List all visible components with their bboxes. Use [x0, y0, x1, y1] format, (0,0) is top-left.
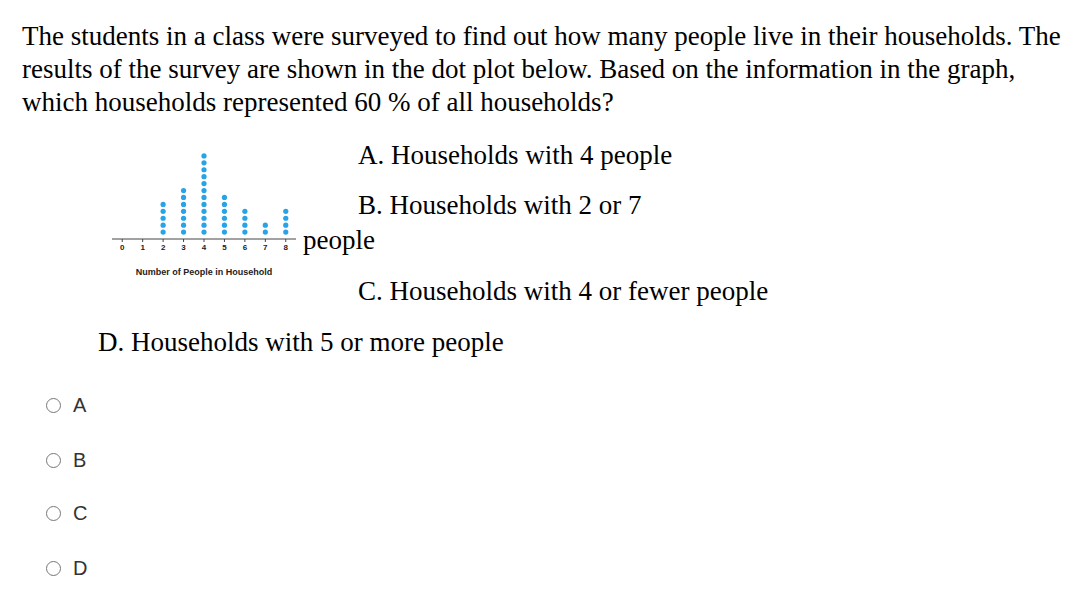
html-text:B: B [73, 448, 87, 471]
svg-text:6: 6 [243, 243, 248, 252]
html-text:The students in a class were s: The students in a class were surveyed to… [22, 21, 1061, 117]
svg-text:0: 0 [120, 243, 125, 252]
svg-text:1: 1 [140, 243, 145, 252]
html-text:C: C [73, 501, 88, 524]
svg-text:2: 2 [161, 243, 166, 252]
html-text:D: D [73, 556, 88, 579]
html-text:A: A [73, 393, 87, 416]
svg-text:5: 5 [222, 243, 227, 252]
svg-text:8: 8 [284, 243, 289, 252]
svg-text:3: 3 [181, 243, 186, 252]
html-text:D. Households with 5 or more p: D. Households with 5 or more people [98, 327, 504, 357]
html-text:B. Households with 2 or 7: B. Households with 2 or 7 [358, 190, 642, 220]
svg-text:7: 7 [263, 243, 268, 252]
html-text:people: people [303, 225, 375, 255]
svg-text:Number of People in Household: Number of People in Household [136, 267, 273, 277]
html-text:A. Households with 4 people: A. Households with 4 people [358, 140, 673, 170]
html-text:C. Households with 4 or fewer: C. Households with 4 or fewer people [358, 276, 769, 306]
svg-text:4: 4 [202, 243, 207, 252]
